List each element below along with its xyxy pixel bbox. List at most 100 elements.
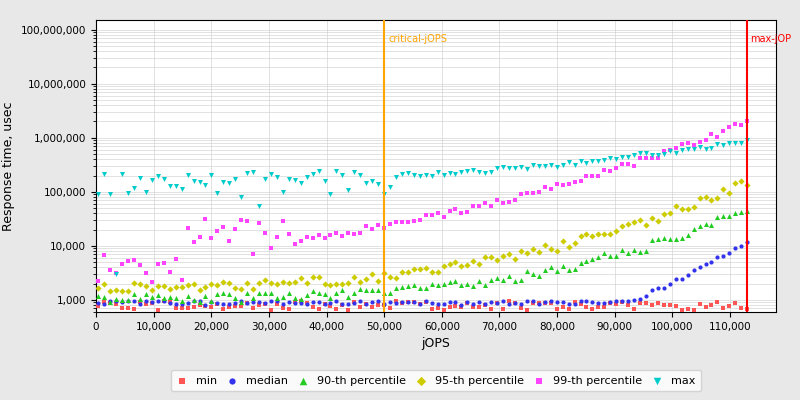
90-th percentile [330,290,343,296]
median [318,301,331,308]
99-th percentile [360,222,373,229]
min [646,302,658,308]
90-th percentile [395,284,408,290]
median [211,300,224,306]
95-th percentile [550,248,563,254]
99-th percentile [490,197,503,203]
min [490,300,503,306]
99-th percentile [158,260,170,267]
95-th percentile [360,276,373,282]
90-th percentile [348,290,361,296]
median [693,263,706,270]
min [533,300,546,307]
max [175,186,188,192]
median [312,299,325,306]
median [717,253,730,260]
min [443,304,456,310]
min [598,304,610,310]
99-th percentile [693,138,706,145]
95-th percentile [384,274,397,280]
max [651,152,664,159]
95-th percentile [639,221,652,228]
min [288,298,301,305]
95-th percentile [342,280,354,286]
median [158,298,170,304]
99-th percentile [628,162,641,169]
95-th percentile [682,206,694,212]
99-th percentile [592,173,605,180]
median [122,298,134,304]
90-th percentile [282,290,295,296]
95-th percentile [461,262,474,269]
95-th percentile [473,260,486,267]
95-th percentile [449,259,462,265]
min [538,300,551,306]
90-th percentile [229,295,242,302]
max [449,170,462,177]
max [592,158,605,164]
median [402,299,414,305]
95-th percentile [479,254,492,261]
99-th percentile [598,166,610,173]
min [711,299,724,305]
median [395,299,408,305]
90-th percentile [241,290,254,296]
max [550,163,563,170]
90-th percentile [110,296,122,302]
95-th percentile [586,233,599,239]
median [502,301,515,307]
90-th percentile [324,295,337,302]
95-th percentile [526,246,539,252]
max [282,176,295,182]
99-th percentile [663,147,676,153]
95-th percentile [128,280,141,286]
90-th percentile [390,284,402,291]
min [134,299,146,306]
99-th percentile [139,270,152,276]
90-th percentile [735,209,748,215]
max [187,178,200,184]
min [277,305,290,312]
99-th percentile [300,234,313,240]
median [437,301,450,308]
90-th percentile [675,234,688,241]
median [241,300,254,306]
max [170,183,182,189]
median [378,300,390,307]
max [378,191,390,197]
90-th percentile [461,281,474,287]
median [372,298,385,305]
max [318,178,331,185]
95-th percentile [729,180,742,186]
max [360,180,373,187]
median [675,275,688,282]
95-th percentile [414,266,426,272]
median [282,299,295,306]
95-th percentile [229,285,242,291]
max [586,158,599,164]
99-th percentile [580,173,593,179]
95-th percentile [318,280,331,287]
90-th percentile [258,289,271,296]
median [682,272,694,278]
95-th percentile [717,186,730,192]
99-th percentile [467,203,480,209]
min [502,298,515,304]
min [98,298,110,305]
90-th percentile [122,297,134,304]
median [598,300,610,306]
median [461,299,474,306]
median [253,298,266,305]
99-th percentile [717,128,730,134]
max [182,172,194,178]
median [634,296,646,302]
min [574,301,587,307]
95-th percentile [282,280,295,286]
90-th percentile [437,281,450,287]
max [526,162,539,168]
90-th percentile [205,298,218,304]
min [663,302,676,308]
95-th percentile [556,238,569,244]
90-th percentile [419,284,432,291]
95-th percentile [419,264,432,271]
